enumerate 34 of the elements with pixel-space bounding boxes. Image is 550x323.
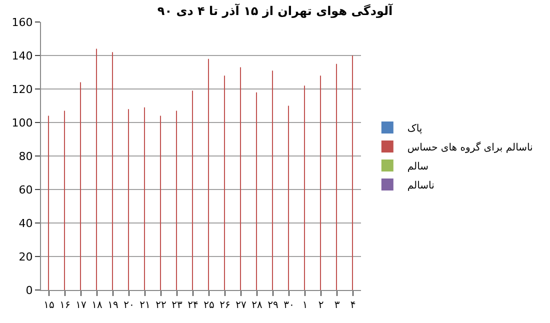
- y-tick-label: 0: [26, 284, 33, 297]
- y-tick-label: 160: [12, 16, 33, 29]
- chart-title: آلودگی هوای تهران از ۱۵ آذر تا ۴ دی ۹۰: [157, 2, 394, 18]
- x-tick-label: ۲۲: [156, 300, 166, 311]
- x-tick-label: ۲۷: [236, 300, 247, 311]
- y-tick-label: 80: [18, 150, 33, 163]
- x-tick-label: ۲۵: [204, 300, 214, 311]
- x-tick-label: ۱۸: [92, 300, 103, 311]
- legend-label: سالم: [407, 161, 429, 172]
- x-tick-label: ۲۳: [172, 300, 183, 311]
- y-tick-label: 60: [18, 183, 33, 196]
- legend-label: ناسالم: [407, 180, 434, 192]
- x-tick-label: ۲۶: [220, 300, 230, 311]
- legend-label: ناسالم برای گروه های حساس: [407, 141, 533, 154]
- x-tick-label: ۱۷: [76, 300, 87, 311]
- x-tick-label: ۱: [302, 300, 308, 311]
- x-tick-label: ۲۰: [124, 300, 134, 311]
- x-tick-label: ۲۸: [252, 300, 263, 311]
- y-tick-label: 140: [12, 49, 33, 62]
- y-tick-label: 120: [12, 82, 33, 96]
- y-tick-label: 100: [12, 116, 33, 130]
- x-tick-label: ۳: [334, 300, 340, 311]
- x-tick-label: ۱۶: [60, 300, 70, 311]
- x-tick-label: ۲۹: [268, 300, 278, 311]
- x-tick-label: ۴: [350, 300, 356, 311]
- x-tick-label: ۲: [318, 300, 324, 311]
- x-tick-label: ۳۰: [284, 300, 294, 311]
- legend-label: پاک: [407, 123, 422, 134]
- y-tick-label: 20: [18, 250, 33, 264]
- x-tick-label: ۱۹: [108, 300, 118, 311]
- x-tick-label: ۲۴: [188, 300, 198, 311]
- x-tick-label: ۲۱: [140, 300, 150, 311]
- x-tick-label: ۱۵: [44, 300, 54, 311]
- y-tick-label: 40: [18, 216, 33, 230]
